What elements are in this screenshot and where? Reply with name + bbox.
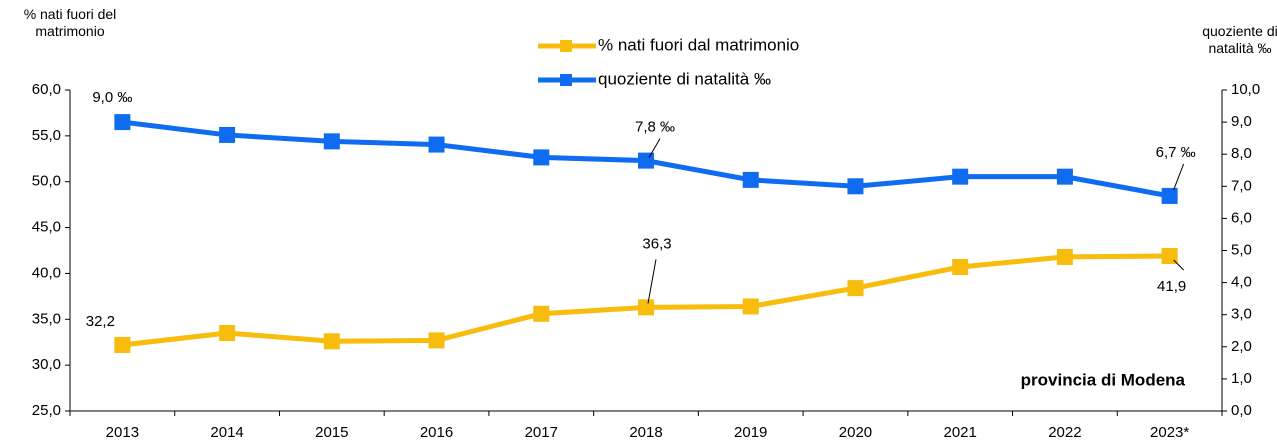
y-tick-label: 60,0 — [32, 81, 61, 98]
legend-marker — [560, 74, 572, 86]
marker — [638, 152, 654, 169]
leader-line — [647, 259, 657, 304]
marker — [638, 299, 654, 316]
y-tick-label: 45,0 — [32, 219, 61, 236]
marker — [1161, 187, 1178, 204]
y-tick-label: 55,0 — [32, 127, 61, 144]
data-label: 7,8 ‰ — [635, 119, 675, 136]
marker — [114, 336, 131, 353]
data-label: 9,0 ‰ — [92, 89, 132, 106]
x-tick-label: 2016 — [420, 424, 453, 441]
marker — [533, 305, 550, 322]
y2-tick-label: 6,0 — [1231, 209, 1252, 226]
marker — [1056, 168, 1073, 185]
y2-tick-label: 10,0 — [1231, 81, 1260, 98]
y2-tick-label: 4,0 — [1231, 274, 1252, 291]
marker — [847, 178, 864, 195]
x-tick-label: 2015 — [315, 424, 348, 441]
data-label: 32,2 — [86, 313, 115, 330]
x-tick-label: 2021 — [943, 424, 976, 441]
y2-tick-label: 0,0 — [1231, 402, 1252, 419]
marker — [742, 298, 759, 315]
x-tick-label: 2023* — [1150, 424, 1189, 441]
x-tick-label: 2019 — [734, 424, 767, 441]
x-tick-label: 2018 — [629, 424, 662, 441]
y2-tick-label: 9,0 — [1231, 113, 1252, 130]
marker — [219, 126, 236, 143]
y2-tick-label: 8,0 — [1231, 145, 1252, 162]
x-tick-label: 2022 — [1048, 424, 1081, 441]
leader-line — [1173, 163, 1185, 191]
data-label: 6,7 ‰ — [1156, 144, 1196, 161]
marker — [428, 332, 445, 349]
marker — [952, 168, 969, 185]
y2-tick-label: 2,0 — [1231, 338, 1252, 355]
marker — [323, 133, 340, 150]
y-tick-label: 50,0 — [32, 173, 61, 190]
y2-tick-label: 3,0 — [1231, 306, 1252, 323]
y-tick-label: 30,0 — [32, 356, 61, 373]
y-tick-label: 25,0 — [32, 402, 61, 419]
leader-line — [1173, 259, 1184, 271]
marker — [1056, 248, 1073, 265]
marker — [742, 171, 759, 188]
y2-tick-label: 1,0 — [1231, 370, 1252, 387]
x-tick-label: 2013 — [106, 424, 139, 441]
y-axis-title: % nati fuori del matrimonio — [23, 6, 117, 39]
y-tick-label: 35,0 — [32, 310, 61, 327]
legend-marker — [560, 40, 572, 52]
y2-tick-label: 7,0 — [1231, 177, 1252, 194]
annotation: provincia di Modena — [1021, 370, 1186, 389]
data-label: 41,9 — [1157, 278, 1186, 295]
y2-axis-title: quoziente di natalità ‰ — [1202, 23, 1277, 56]
x-tick-label: 2020 — [839, 424, 872, 441]
x-tick-label: 2014 — [210, 424, 243, 441]
marker — [533, 149, 550, 166]
data-label: 36,3 — [642, 235, 671, 252]
y-tick-label: 40,0 — [32, 264, 61, 281]
marker — [847, 280, 864, 297]
legend-label: quoziente di natalità ‰ — [598, 69, 771, 88]
marker — [219, 325, 236, 342]
marker — [428, 136, 445, 153]
marker — [323, 333, 340, 350]
marker — [114, 114, 131, 131]
leader-line — [648, 138, 661, 158]
y2-tick-label: 5,0 — [1231, 241, 1252, 258]
marker — [952, 259, 969, 276]
x-tick-label: 2017 — [525, 424, 558, 441]
legend-label: % nati fuori dal matrimonio — [598, 35, 799, 54]
